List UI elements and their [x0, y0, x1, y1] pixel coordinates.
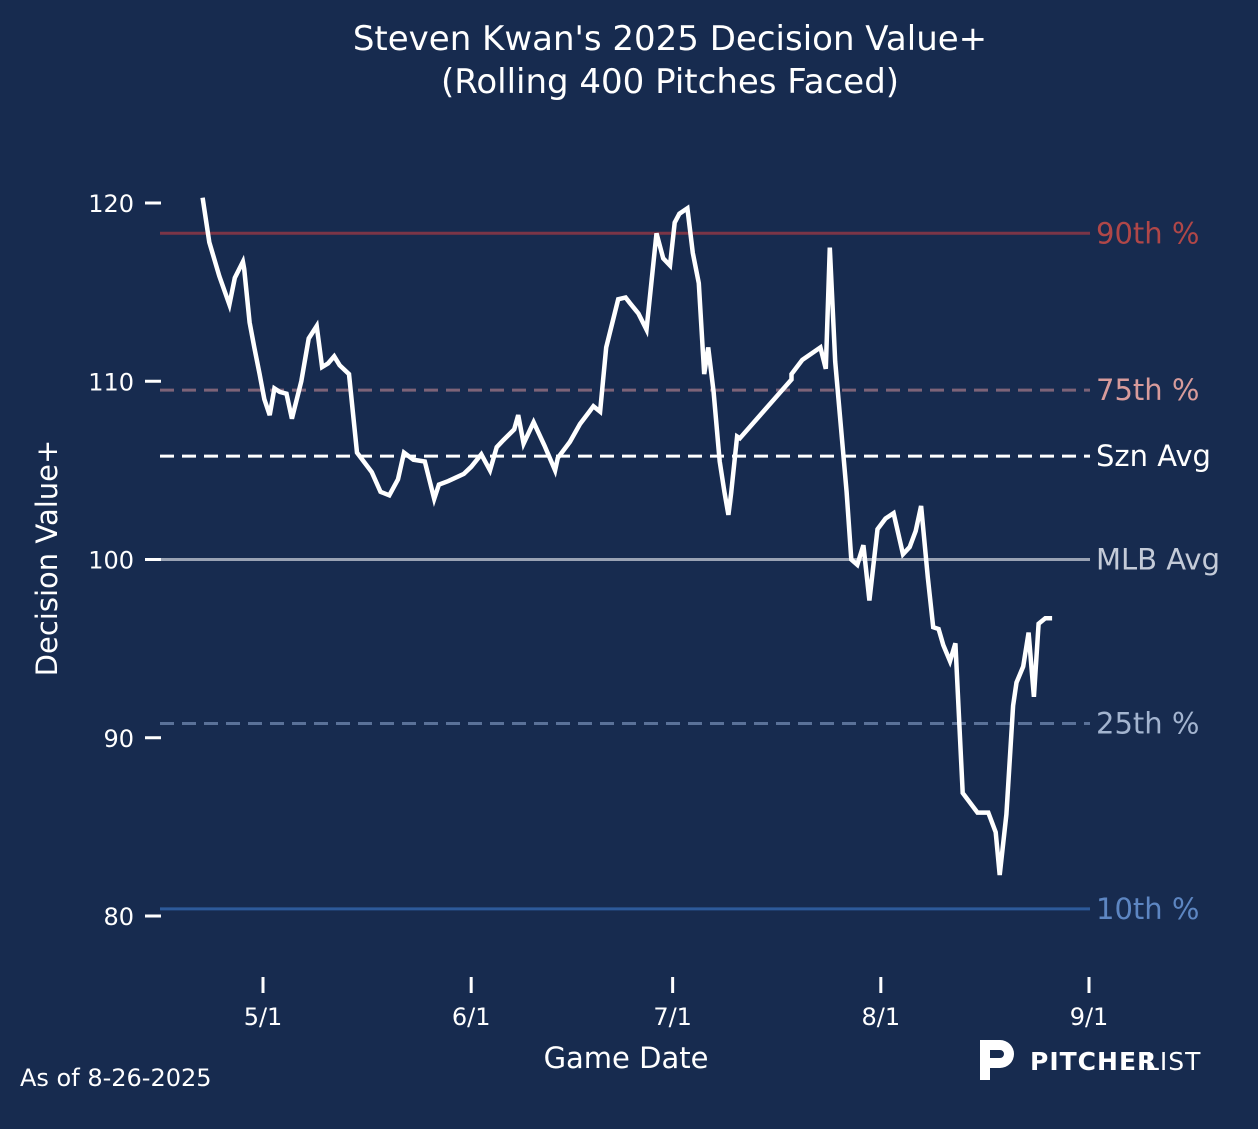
- series-line: [200, 197, 1053, 876]
- x-tick-label: 9/1: [1070, 1003, 1109, 1031]
- pitcherlist-logo: PITCHER LIST: [980, 1040, 1201, 1080]
- y-tick-label: 120: [88, 190, 134, 218]
- reference-line-label: 90th %: [1096, 216, 1199, 250]
- x-tick-label: 7/1: [653, 1003, 692, 1031]
- x-tick-label: 6/1: [452, 1003, 491, 1031]
- reference-line-label: 75th %: [1096, 373, 1199, 407]
- reference-line-label: 10th %: [1096, 892, 1199, 926]
- x-axis-label: Game Date: [544, 1041, 709, 1075]
- series-group: [200, 197, 1053, 876]
- brand-text-bold: PITCHER: [1030, 1047, 1157, 1076]
- chart-subtitle: (Rolling 400 Pitches Faced): [441, 62, 899, 102]
- reference-line-label: 25th %: [1096, 706, 1199, 740]
- x-tick-label: 8/1: [862, 1003, 901, 1031]
- x-tick-label: 5/1: [244, 1003, 283, 1031]
- y-axis: 80 90 100 110 120: [88, 190, 161, 931]
- as-of-footnote: As of 8-26-2025: [20, 1064, 212, 1092]
- reference-line-label: MLB Avg: [1096, 543, 1220, 577]
- pitcherlist-p-icon: [980, 1040, 1014, 1080]
- y-tick-label: 90: [103, 725, 134, 753]
- reference-lines: 90th % 75th % Szn Avg MLB Avg 25th % 10th %: [160, 216, 1220, 926]
- brand-text-light: LIST: [1145, 1047, 1201, 1076]
- y-axis-label: Decision Value+: [30, 440, 64, 677]
- y-tick-label: 110: [88, 368, 134, 396]
- y-tick-label: 100: [88, 547, 134, 575]
- chart-title: Steven Kwan's 2025 Decision Value+: [353, 19, 987, 59]
- reference-line-label: Szn Avg: [1096, 439, 1211, 473]
- x-axis: 5/1 6/1 7/1 8/1 9/1: [244, 977, 1109, 1031]
- y-tick-label: 80: [103, 903, 134, 931]
